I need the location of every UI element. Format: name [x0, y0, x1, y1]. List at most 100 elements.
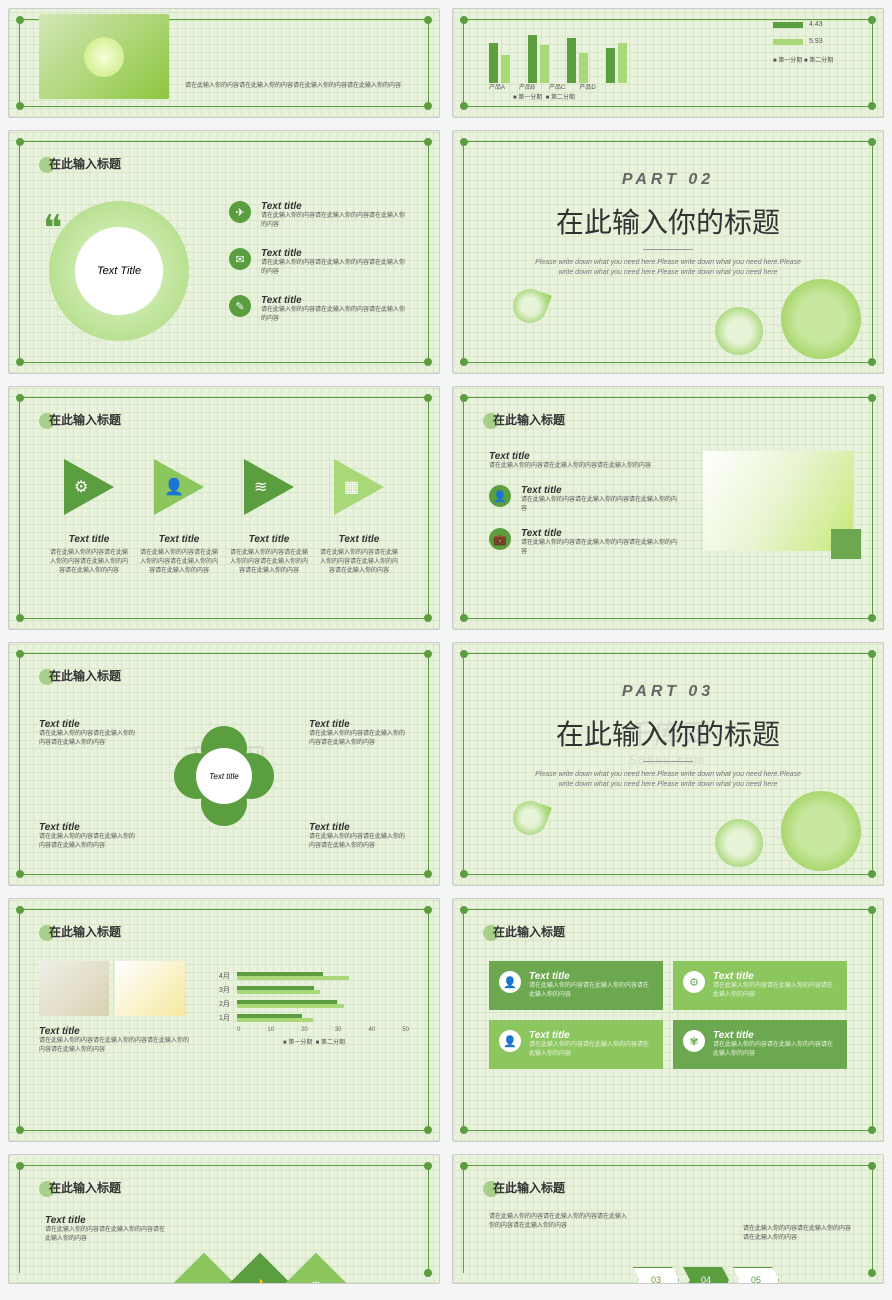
slide-10: 在此输入标题 👤Text title请在此输入你的内容请在此输入你的内容请在此输…: [452, 898, 884, 1142]
slide-2: 产品A 产品B 产品C 产品D ■ 第一分期 ■ 第二分期 4.43 5.93 …: [452, 8, 884, 118]
circle-label: Text Title: [84, 236, 154, 306]
part-sub: Please write down what you need here.Ple…: [528, 258, 808, 278]
plane-icon: ✈: [229, 201, 251, 223]
triangle-user-icon: 👤: [154, 459, 204, 515]
wechat-icon: ✾: [683, 1030, 705, 1052]
item-body: 请在此输入你的内容请在此输入你的内容请在此输入你的内容请在此输入你的内容: [49, 549, 129, 576]
step-num: 03: [633, 1267, 679, 1284]
center-label: Text title: [196, 748, 252, 804]
bar-chart: 产品A 产品B 产品C 产品D ■ 第一分期 ■ 第二分期: [483, 9, 761, 99]
slide-11: 在此输入标题 Text title 请在此输入你的内容请在此输入你的内容请在此输…: [8, 1154, 440, 1284]
item-body: 请在此输入你的内容请在此输入你的内容请在此输入你的内容: [39, 730, 139, 748]
gear-icon: ⚙: [683, 971, 705, 993]
slide-title-text: 在此输入标题: [49, 925, 121, 939]
box-title: Text title: [713, 971, 837, 982]
item-body: 请在此输入你的内容请在此输入你的内容请在此输入你的内容: [261, 306, 409, 324]
slide-part2: PART 02 在此输入你的标题 Please write down what …: [452, 130, 884, 374]
part-title: 在此输入你的标题: [453, 713, 883, 753]
item-title: Text title: [309, 719, 409, 730]
briefcase-icon: 💼: [489, 528, 511, 550]
stat-val: 4.43: [809, 21, 823, 28]
slide-5: 在此输入标题 ⚙ Text title 请在此输入你的内容请在此输入你的内容请在…: [8, 386, 440, 630]
item-body: 请在此输入你的内容请在此输入你的内容请在此输入你的内容请在此输入你的内容: [229, 549, 309, 576]
item-title: Text title: [39, 719, 139, 730]
xlabel: 产品A: [489, 82, 505, 91]
slide-12: 在此输入标题 请在此输入你的内容请在此输入你的内容请在此输入你的内容请在此输入你…: [452, 1154, 884, 1284]
image-placeholder: [115, 961, 185, 1016]
pen-icon: ✎: [229, 295, 251, 317]
slide-title-text: 在此输入标题: [493, 413, 565, 427]
info-box: 👤 Text title请在此输入你的内容请在此输入你的内容请在此输入你的内容: [489, 1020, 663, 1069]
xlabel: 产品B: [519, 82, 535, 91]
triangle-gear-icon: ⚙: [64, 459, 114, 515]
part-sub: Please write down what you need here.Ple…: [528, 770, 808, 790]
box-body: 请在此输入你的内容请在此输入你的内容请在此输入你的内容: [713, 1041, 837, 1059]
box-title: Text title: [529, 1030, 653, 1041]
item-body: 请在此输入你的内容请在此输入你的内容请在此输入你的内容请在此输入你的内容: [139, 549, 219, 576]
slide-title-text: 在此输入标题: [493, 1181, 565, 1195]
triangle-coins-icon: ≋: [244, 459, 294, 515]
body-text: 请在此输入你的内容请在此输入你的内容请在此输入你的内容请在此输入你的内容: [185, 82, 414, 99]
item-body: 请在此输入你的内容请在此输入你的内容请在此输入你的内容: [521, 539, 679, 557]
lime-slice-icon: [715, 819, 763, 867]
box-body: 请在此输入你的内容请在此输入你的内容请在此输入你的内容: [713, 982, 837, 1000]
item-title: Text title: [521, 528, 679, 539]
image-placeholder: [703, 451, 853, 551]
slide-1: 请在此输入你的内容请在此输入你的内容请在此输入你的内容请在此输入你的内容: [8, 8, 440, 118]
xlabel: 产品C: [549, 82, 565, 91]
part-label: PART 02: [453, 171, 883, 189]
box-title: Text title: [529, 971, 653, 982]
image-placeholder: [39, 961, 109, 1016]
ylabel: 3月: [219, 985, 237, 995]
slide-9: 在此输入标题 Text title 请在此输入你的内容请在此输入你的内容请在此输…: [8, 898, 440, 1142]
ylabel: 2月: [219, 999, 237, 1009]
item-title: Text title: [489, 451, 679, 462]
legend: 第一分期: [518, 95, 542, 101]
slide-title-text: 在此输入标题: [49, 1181, 121, 1195]
slide-title-text: 在此输入标题: [49, 669, 121, 683]
item-title: Text title: [49, 534, 129, 545]
item-body: 请在此输入你的内容请在此输入你的内容请在此输入你的内容: [489, 462, 679, 471]
diamond-shapes: ◆ 👍 ♛: [179, 1263, 341, 1284]
user-icon: 👤: [489, 485, 511, 507]
image-placeholder: [39, 14, 169, 99]
item-body: 请在此输入你的内容请在此输入你的内容请在此输入你的内容: [309, 833, 409, 851]
slide-7: 在此输入标题 千库网588ku.com Text title Text titl…: [8, 642, 440, 886]
item-body: 请在此输入你的内容请在此输入你的内容请在此输入你的内容: [309, 730, 409, 748]
ylabel: 4月: [219, 971, 237, 981]
item-title: Text title: [261, 201, 409, 212]
slide-6: 在此输入标题 Text title请在此输入你的内容请在此输入你的内容请在此输入…: [452, 386, 884, 630]
item-body: 请在此输入你的内容请在此输入你的内容请在此输入你的内容请在此输入你的内容: [319, 549, 399, 576]
slide-title-text: 在此输入标题: [49, 157, 121, 171]
item-body: 请在此输入你的内容请在此输入你的内容请在此输入你的内容: [45, 1226, 165, 1244]
info-box: ✾ Text title请在此输入你的内容请在此输入你的内容请在此输入你的内容: [673, 1020, 847, 1069]
box-body: 请在此输入你的内容请在此输入你的内容请在此输入你的内容: [529, 1041, 653, 1059]
user-icon: 👤: [499, 971, 521, 993]
lime-icon: [781, 791, 861, 871]
user-icon: 👤: [499, 1030, 521, 1052]
item-body: 请在此输入你的内容请在此输入你的内容请在此输入你的内容: [261, 259, 409, 277]
box-title: Text title: [713, 1030, 837, 1041]
item-title: Text title: [139, 534, 219, 545]
lime-slice-icon: [715, 307, 763, 355]
stat-sidebar: 4.43 5.93 ■ 第一分期 ■ 第二分期: [773, 9, 853, 99]
lime-icon: [781, 279, 861, 359]
xlabel: 产品D: [579, 82, 595, 91]
circle-graphic: ❝ Text Title: [49, 201, 189, 341]
item-body: 请在此输入你的内容请在此输入你的内容请在此输入你的内容: [521, 496, 679, 514]
box-body: 请在此输入你的内容请在此输入你的内容请在此输入你的内容: [529, 982, 653, 1000]
body-text: 请在此输入你的内容请在此输入你的内容请在此输入你的内容: [743, 1225, 853, 1243]
item-title: Text title: [261, 295, 409, 306]
arrow-steps: 03 04 05: [633, 1267, 779, 1284]
item-title: Text title: [521, 485, 679, 496]
clover-shape: Text title: [174, 726, 274, 826]
step-num: 04: [683, 1267, 729, 1284]
slide-title-text: 在此输入标题: [493, 925, 565, 939]
body-text: 请在此输入你的内容请在此输入你的内容请在此输入你的内容请在此输入你的内容: [489, 1213, 629, 1231]
item-body: 请在此输入你的内容请在此输入你的内容请在此输入你的内容请在此输入你的内容: [39, 1037, 189, 1055]
item-title: Text title: [39, 822, 139, 833]
hbar-chart: 4月 3月 2月 1月 01020304050 ■ 第一分期 ■ 第二分期: [219, 967, 409, 1046]
legend: 第二分期: [551, 95, 575, 101]
item-title: Text title: [39, 1026, 189, 1037]
slide-title-text: 在此输入标题: [49, 413, 121, 427]
